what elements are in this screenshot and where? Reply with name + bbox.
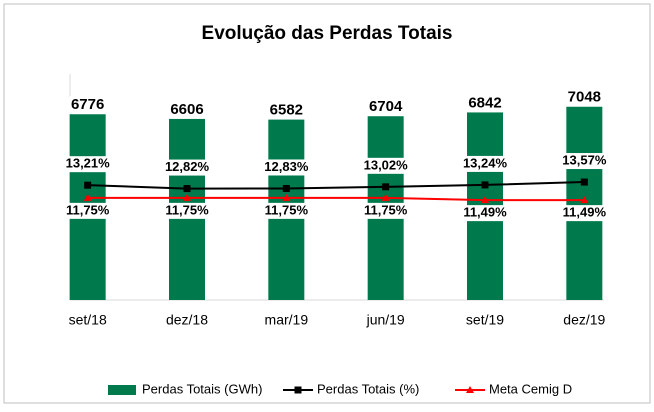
bar-label: 6606 (170, 101, 203, 118)
line-label: 11,49% (463, 205, 507, 220)
bar-label-bg (165, 100, 209, 119)
x-tick-label: mar/19 (265, 312, 309, 328)
line-label: 13,24% (463, 155, 508, 170)
line-label: 11,75% (265, 202, 309, 217)
marker (83, 193, 92, 201)
line-label-bg (558, 153, 611, 170)
bar-label-bg (264, 101, 309, 120)
bar-label-bg (463, 94, 507, 113)
marker (282, 193, 291, 201)
line-label: 11,75% (66, 202, 110, 217)
bar-label: 6704 (369, 98, 403, 115)
x-tick-label: jun/19 (366, 312, 405, 328)
line-label-bg (359, 202, 412, 219)
bar-label: 6842 (468, 94, 501, 111)
line-label-bg (359, 157, 412, 174)
bar-label: 6582 (270, 102, 303, 119)
line-label-bg (260, 159, 313, 176)
line-label: 13,21% (66, 156, 111, 171)
legend-label: Meta Cemig D (489, 381, 572, 396)
marker (481, 196, 489, 204)
x-tick-label: dez/19 (563, 312, 605, 328)
line-label: 13,57% (562, 152, 607, 167)
legend-swatch (108, 385, 136, 395)
line-label-bg (61, 156, 114, 173)
line-label: 12,83% (264, 159, 309, 174)
line-label-bg (61, 202, 114, 219)
marker (382, 183, 390, 191)
line (87, 196, 585, 202)
legend-label: Perdas Totais (GWh) (142, 381, 262, 396)
marker (183, 185, 191, 193)
line-label-bg (459, 155, 511, 172)
x-tick-label: set/19 (466, 312, 504, 328)
marker (580, 196, 589, 204)
line-label: 11,75% (364, 202, 408, 217)
marker (282, 184, 290, 192)
marker (183, 193, 191, 201)
bar-label: 6776 (71, 96, 104, 113)
marker (84, 181, 92, 189)
bar-label-bg (363, 98, 408, 117)
line-label-bg (161, 202, 213, 219)
line-label: 11,49% (563, 205, 607, 220)
bar-label-bg (65, 96, 110, 115)
bar-label-bg (562, 88, 607, 107)
marker (580, 178, 588, 186)
x-tick-label: set/18 (69, 312, 107, 328)
line-label-bg (558, 205, 611, 222)
legend-label: Perdas Totais (%) (317, 381, 419, 396)
line-label: 11,75% (165, 202, 209, 217)
line-label: 13,02% (364, 157, 409, 172)
line (87, 181, 585, 190)
x-tick-label: dez/18 (166, 312, 208, 328)
line-label: 12,82% (165, 159, 210, 174)
legend-marker (466, 386, 474, 393)
line-label-bg (161, 159, 213, 176)
chart-title: Evolução das Perdas Totais (202, 23, 453, 44)
legend-marker (294, 386, 302, 394)
line-label-bg (260, 202, 313, 219)
line-label-bg (459, 205, 511, 222)
marker (481, 181, 489, 189)
bar-label: 7048 (568, 89, 601, 106)
marker (381, 193, 390, 201)
